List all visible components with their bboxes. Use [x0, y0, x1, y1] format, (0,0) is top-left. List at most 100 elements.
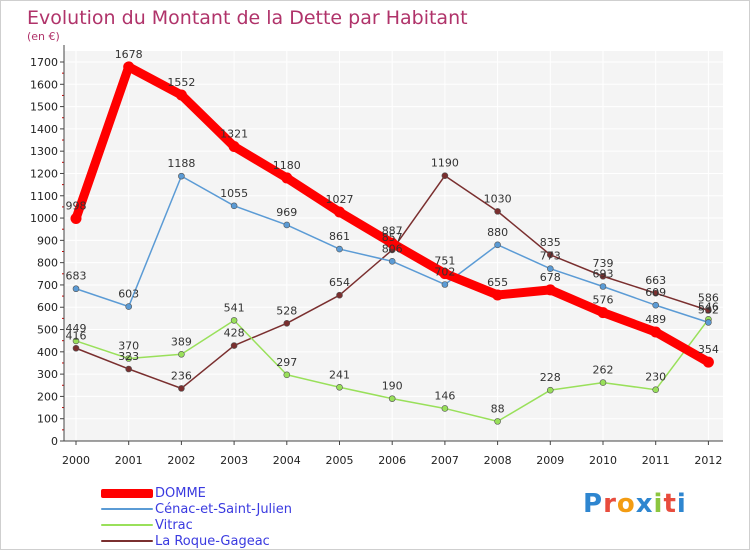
data-label: 489	[645, 313, 666, 326]
data-label: 739	[593, 257, 614, 270]
legend-swatch	[101, 524, 153, 526]
data-label: 683	[66, 270, 87, 283]
data-point	[546, 251, 554, 259]
data-point	[597, 307, 609, 319]
data-label: 416	[66, 329, 87, 342]
y-tick-label: 1300	[30, 145, 58, 158]
data-point	[492, 289, 504, 301]
y-tick-label: 1100	[30, 190, 58, 203]
data-label: 541	[224, 301, 245, 314]
data-label: 389	[171, 335, 192, 348]
data-point	[441, 281, 449, 288]
logo-letter: i	[676, 489, 687, 519]
data-label: 887	[382, 224, 403, 237]
logo-letter: t	[663, 489, 677, 519]
data-point	[230, 317, 238, 324]
y-tick-label: 700	[37, 279, 58, 292]
data-point	[386, 237, 398, 249]
data-point	[599, 283, 607, 290]
data-point	[125, 303, 132, 310]
data-point	[228, 140, 240, 152]
proxiti-logo: Proxiti	[583, 489, 687, 519]
x-tick-label: 2005	[326, 454, 354, 467]
data-point	[705, 307, 712, 314]
chart-legend: DOMME Cénac-et-Saint-Julien Vitrac La Roque…	[101, 485, 292, 549]
data-point	[178, 350, 185, 358]
data-label: 751	[434, 255, 455, 268]
data-point	[599, 379, 607, 386]
logo-letter: r	[603, 489, 617, 519]
data-point	[652, 386, 660, 394]
legend-label: Cénac-et-Saint-Julien	[155, 501, 293, 517]
data-point	[388, 258, 396, 265]
y-tick-label: 800	[37, 257, 58, 270]
data-label: 297	[276, 356, 297, 369]
y-tick-label: 900	[37, 234, 58, 247]
data-point	[125, 355, 132, 362]
y-tick-label: 1000	[30, 212, 58, 225]
data-point	[388, 395, 396, 402]
x-tick-label: 2000	[62, 454, 90, 467]
x-tick-label: 2009	[536, 454, 564, 467]
data-label: 230	[645, 371, 666, 384]
data-label: 1180	[273, 159, 301, 172]
legend-swatch	[101, 488, 153, 498]
y-tick-label: 0	[51, 435, 58, 448]
y-tick-label: 300	[37, 368, 58, 381]
data-label: 702	[434, 265, 455, 278]
data-label: 655	[487, 276, 508, 289]
data-label: 576	[593, 294, 614, 307]
data-label: 861	[329, 230, 350, 243]
x-tick-label: 2011	[642, 454, 670, 467]
x-tick-label: 2007	[431, 454, 459, 467]
y-tick-label: 400	[37, 346, 58, 359]
legend-item: Vitrac	[101, 517, 292, 533]
data-point	[72, 344, 80, 352]
data-point	[705, 319, 712, 326]
data-label: 1030	[484, 192, 512, 205]
legend-item: DOMME	[101, 485, 292, 501]
data-label: 773	[540, 250, 561, 263]
data-label: 449	[66, 322, 87, 335]
data-label: 190	[382, 380, 403, 393]
data-point	[336, 291, 343, 299]
data-label: 586	[698, 291, 719, 304]
data-point	[546, 386, 554, 394]
data-label: 603	[118, 288, 139, 301]
data-label: 969	[276, 206, 297, 219]
data-label: 1321	[220, 127, 248, 140]
legend-label: La Roque-Gageac	[155, 533, 270, 549]
data-label: 998	[66, 200, 87, 213]
x-tick-label: 2012	[694, 454, 722, 467]
data-label: 262	[593, 364, 614, 377]
data-label: 693	[593, 268, 614, 281]
data-point	[281, 172, 293, 184]
data-label: 323	[118, 350, 139, 363]
y-tick-label: 1200	[30, 167, 58, 180]
data-point	[544, 284, 556, 296]
data-point	[336, 383, 343, 391]
y-tick-label: 1600	[30, 78, 58, 91]
logo-letter: x	[635, 489, 654, 519]
data-label: 354	[698, 343, 719, 356]
data-point	[441, 405, 449, 412]
data-point	[702, 356, 714, 368]
legend-item: Cénac-et-Saint-Julien	[101, 501, 292, 517]
data-point	[441, 172, 449, 179]
legend-swatch	[101, 508, 153, 510]
data-label: 241	[329, 368, 350, 381]
data-point	[230, 202, 238, 210]
y-tick-label: 600	[37, 301, 58, 314]
data-point	[230, 342, 238, 349]
legend-item: La Roque-Gageac	[101, 533, 292, 549]
data-label: 1678	[115, 48, 143, 61]
data-label: 88	[491, 402, 505, 415]
data-label: 1027	[326, 193, 354, 206]
data-label: 1055	[220, 187, 248, 200]
data-label: 428	[224, 327, 245, 340]
data-point	[494, 418, 501, 425]
y-tick-label: 100	[37, 413, 58, 426]
data-point	[336, 245, 343, 253]
